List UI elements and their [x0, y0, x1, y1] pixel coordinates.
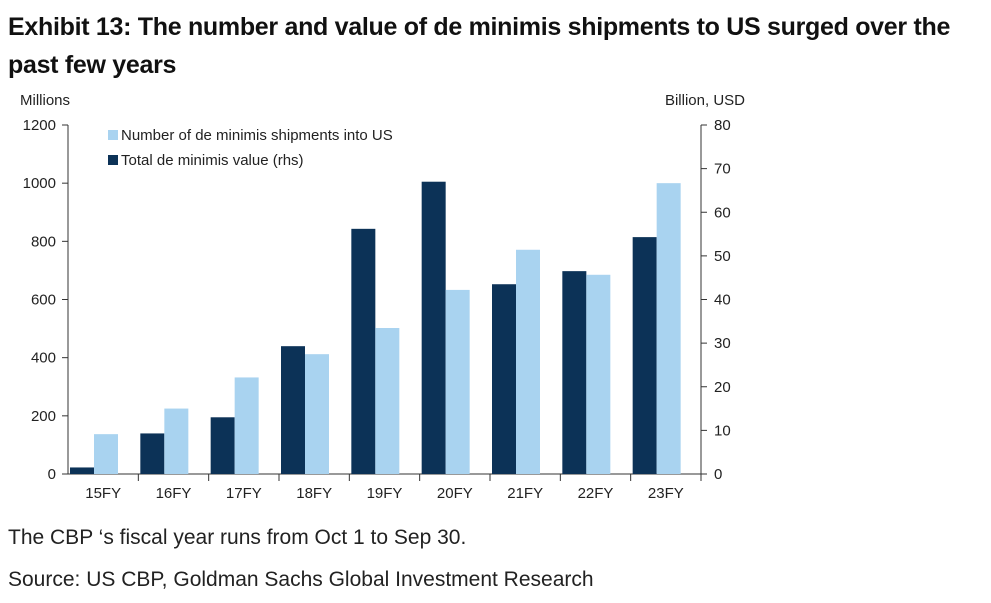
left-tick-label: 600 — [31, 292, 56, 309]
left-tick-label: 0 — [48, 466, 56, 483]
bar-shipment-count — [445, 289, 470, 474]
x-tick-label: 19FY — [367, 485, 403, 502]
x-tick-label: 23FY — [648, 485, 684, 502]
right-tick-label: 70 — [714, 161, 731, 178]
chart-title: Exhibit 13: The number and value of de m… — [8, 13, 951, 79]
right-tick-label: 60 — [714, 204, 731, 221]
right-tick-label: 0 — [714, 466, 722, 483]
bar-total-value — [632, 237, 657, 474]
right-tick-label: 30 — [714, 335, 731, 352]
bar-total-value — [351, 228, 376, 474]
bar-shipment-count — [656, 183, 681, 474]
source-note: Source: US CBP, Goldman Sachs Global Inv… — [8, 568, 594, 591]
x-tick-label: 17FY — [226, 485, 262, 502]
right-axis-label: Billion, USD — [665, 92, 745, 109]
bar-total-value — [70, 467, 94, 474]
bar-shipment-count — [305, 354, 329, 474]
x-tick-label: 16FY — [156, 485, 192, 502]
x-tick-label: 15FY — [85, 485, 121, 502]
legend-label-value: Total de minimis value (rhs) — [121, 152, 304, 169]
legend-swatch-value — [108, 155, 118, 165]
right-tick-label: 20 — [714, 379, 731, 396]
x-tick-label: 22FY — [578, 485, 614, 502]
bar-total-value — [140, 433, 165, 474]
legend-label-shipments: Number of de minimis shipments into US — [121, 127, 393, 144]
bar-shipment-count — [375, 328, 400, 474]
left-tick-label: 1200 — [23, 117, 56, 134]
bar-total-value — [281, 346, 305, 474]
bar-shipment-count — [234, 377, 259, 474]
left-axis-label: Millions — [20, 92, 70, 109]
right-tick-label: 10 — [714, 422, 731, 439]
bar-shipment-count — [164, 408, 189, 474]
bar-total-value — [492, 284, 516, 474]
bar-total-value — [210, 417, 235, 474]
right-tick-label: 40 — [714, 292, 731, 309]
bar-total-value — [562, 271, 587, 474]
x-tick-label: 21FY — [507, 485, 543, 502]
fiscal-year-note: The CBP ‘s fiscal year runs from Oct 1 t… — [8, 526, 467, 549]
left-tick-label: 200 — [31, 408, 56, 425]
right-tick-label: 80 — [714, 117, 731, 134]
legend-swatch-shipments — [108, 130, 118, 140]
bar-shipment-count — [516, 249, 540, 474]
left-tick-label: 800 — [31, 233, 56, 250]
right-tick-label: 50 — [714, 248, 731, 265]
bar-shipment-count — [586, 274, 611, 474]
bar-total-value — [421, 181, 446, 474]
x-tick-label: 18FY — [296, 485, 332, 502]
bar-shipment-count — [94, 434, 118, 474]
left-tick-label: 400 — [31, 350, 56, 367]
x-tick-label: 20FY — [437, 485, 473, 502]
left-tick-label: 1000 — [23, 175, 56, 192]
